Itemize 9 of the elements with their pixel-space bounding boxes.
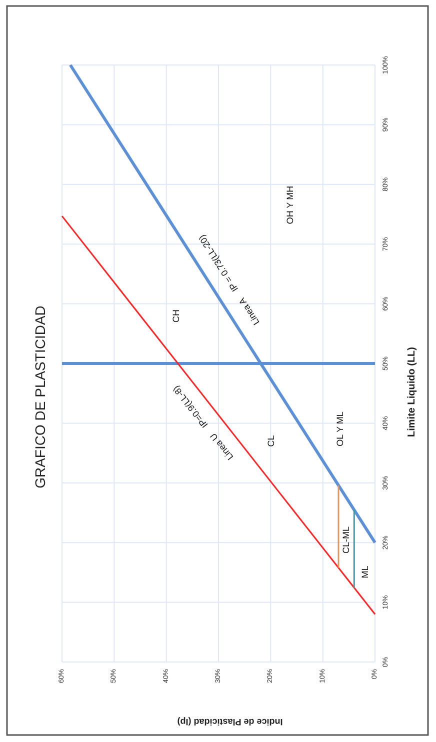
annotation: CL-ML	[341, 526, 351, 554]
annotation: OL Y ML	[335, 412, 345, 446]
annotation: CH	[171, 310, 181, 322]
text: GRAFICO DE PLASTICIDAD	[32, 306, 48, 488]
annotation: ML	[360, 566, 370, 578]
annotation: CL	[266, 435, 276, 447]
y-axis-title: Limite Liquido (LL)	[406, 347, 418, 437]
annotation: OH Y MH	[285, 186, 295, 224]
x-axis-title: Indice de Plasticidad (Ip)	[177, 717, 283, 727]
